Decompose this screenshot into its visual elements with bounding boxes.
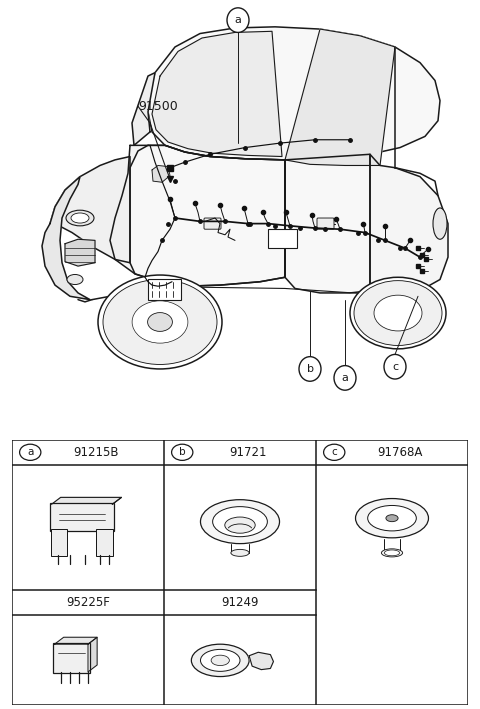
Polygon shape (285, 29, 395, 165)
Ellipse shape (433, 208, 447, 239)
Ellipse shape (211, 655, 229, 666)
Ellipse shape (98, 275, 222, 369)
Text: a: a (27, 447, 34, 457)
Circle shape (172, 445, 193, 460)
Ellipse shape (231, 549, 249, 557)
Ellipse shape (374, 295, 422, 331)
Text: 91768A: 91768A (377, 446, 422, 459)
Ellipse shape (368, 506, 416, 531)
Polygon shape (249, 652, 274, 669)
Ellipse shape (381, 549, 403, 557)
FancyBboxPatch shape (12, 440, 468, 705)
Text: 91215B: 91215B (73, 446, 119, 459)
Polygon shape (130, 145, 285, 286)
Ellipse shape (384, 550, 399, 556)
Polygon shape (132, 73, 155, 145)
Text: c: c (331, 447, 337, 457)
Ellipse shape (148, 313, 172, 331)
FancyBboxPatch shape (317, 218, 334, 229)
Ellipse shape (67, 274, 83, 284)
Text: c: c (392, 362, 398, 372)
Polygon shape (152, 165, 170, 182)
Ellipse shape (132, 301, 188, 343)
Text: 95225F: 95225F (66, 596, 110, 609)
Ellipse shape (213, 507, 267, 537)
Polygon shape (65, 239, 95, 266)
Circle shape (324, 445, 345, 460)
Text: 91249: 91249 (221, 596, 259, 609)
Text: b: b (307, 364, 313, 374)
Polygon shape (110, 145, 285, 286)
Polygon shape (88, 637, 97, 672)
Ellipse shape (386, 515, 398, 522)
FancyBboxPatch shape (204, 218, 221, 229)
Ellipse shape (350, 277, 446, 349)
Circle shape (334, 366, 356, 390)
Text: b: b (179, 447, 186, 457)
FancyBboxPatch shape (147, 279, 180, 300)
Polygon shape (42, 177, 90, 300)
FancyBboxPatch shape (267, 228, 297, 247)
Circle shape (384, 354, 406, 379)
Ellipse shape (66, 210, 94, 226)
FancyBboxPatch shape (53, 643, 89, 673)
Polygon shape (55, 637, 97, 644)
Polygon shape (152, 31, 282, 157)
Text: 91500: 91500 (138, 100, 178, 113)
Polygon shape (148, 27, 440, 160)
Polygon shape (50, 157, 130, 263)
Polygon shape (285, 155, 370, 293)
Circle shape (299, 357, 321, 381)
Ellipse shape (192, 644, 249, 676)
Ellipse shape (201, 649, 240, 671)
Ellipse shape (103, 279, 217, 364)
Text: a: a (235, 15, 241, 25)
Circle shape (227, 8, 249, 33)
Ellipse shape (225, 517, 255, 533)
Ellipse shape (356, 498, 429, 538)
FancyBboxPatch shape (50, 503, 114, 531)
Text: 91721: 91721 (229, 446, 266, 459)
Polygon shape (51, 498, 121, 504)
Ellipse shape (201, 500, 279, 544)
Circle shape (20, 445, 41, 460)
Text: a: a (342, 373, 348, 383)
Ellipse shape (354, 281, 442, 345)
Polygon shape (370, 155, 448, 296)
Ellipse shape (71, 213, 89, 223)
FancyBboxPatch shape (51, 529, 68, 556)
FancyBboxPatch shape (96, 529, 113, 556)
